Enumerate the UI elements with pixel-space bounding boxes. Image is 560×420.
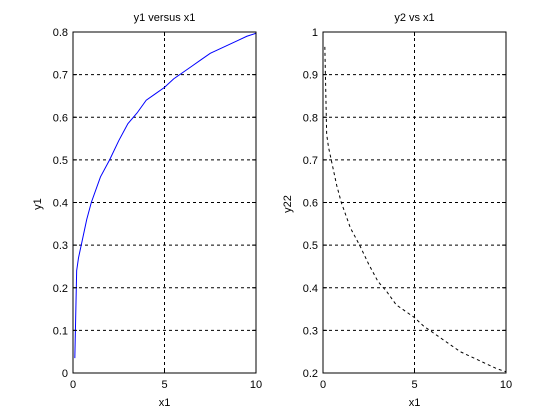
subplot-right: y2 vs x1 0 5 10 0.2 0.3 0.4 0.5 0.6 0.7 0.8 0.9 1 x… — [282, 12, 512, 409]
y-tick-label: 0.5 — [303, 240, 318, 252]
x-tick-label: 0 — [70, 379, 76, 391]
y-tick-label: 0.3 — [303, 325, 318, 337]
ticks: 0 5 10 0.2 0.3 0.4 0.5 0.6 0.7 0.8 0.9 1 — [303, 27, 512, 391]
subplot-left: y1 versus x1 0 5 1000.10.20.30.40.50.60.70… — [32, 12, 262, 409]
x-tick-label: 5 — [161, 379, 167, 391]
y-tick-label: 0.7 — [303, 155, 318, 167]
y-tick-label: 0.6 — [303, 198, 318, 210]
y-tick-label: 0.3 — [53, 240, 68, 252]
y-axis-label: y1 — [32, 198, 44, 210]
y-tick-label: 0.4 — [53, 198, 68, 210]
x-tick-label: 0 — [320, 379, 326, 391]
y-tick-label: 0.5 — [53, 155, 68, 167]
y-tick-label: 0.6 — [53, 112, 68, 124]
x-tick-label: 5 — [411, 379, 417, 391]
y-tick-label: 0 — [62, 368, 68, 380]
y-axis-label: y22 — [282, 195, 294, 213]
series-group — [74, 32, 257, 359]
x-axis-label: x1 — [409, 397, 421, 409]
y-tick-label: 0.8 — [303, 112, 318, 124]
chart-title: y2 vs x1 — [394, 12, 434, 24]
series-line — [74, 32, 257, 359]
y-tick-label: 0.2 — [303, 368, 318, 380]
y-tick-label: 1 — [312, 27, 318, 39]
y-tick-label: 0.8 — [53, 27, 68, 39]
x-axis-label: x1 — [159, 397, 171, 409]
chart-title: y1 versus x1 — [134, 12, 196, 24]
y-tick-label: 0.4 — [303, 283, 318, 295]
ticks: 0 5 10 0 0.1 0.2 0.3 0.4 0.5 0.6 0.7 0.8 — [53, 27, 262, 391]
y-tick-label: 0.2 — [53, 283, 68, 295]
y-tick-label: 0.9 — [303, 70, 318, 82]
x-tick-label: 10 — [250, 379, 262, 391]
y-tick-label: 0.7 — [53, 70, 68, 82]
grid — [73, 32, 256, 373]
y-tick-label: 0.1 — [53, 325, 68, 337]
x-tick-label: 10 — [500, 379, 512, 391]
grid — [323, 32, 506, 373]
